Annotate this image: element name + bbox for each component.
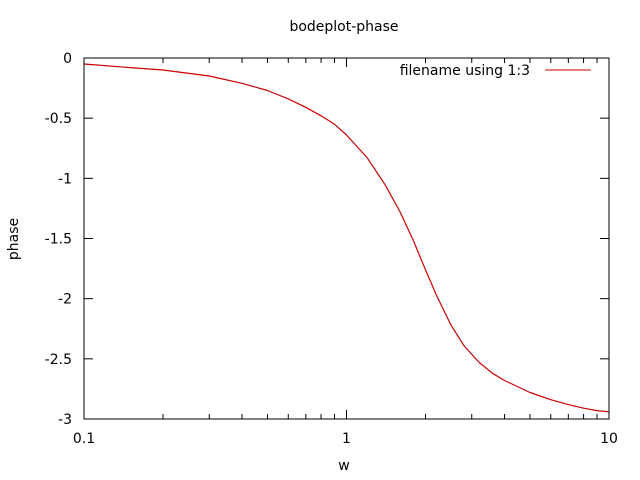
- axis-ticks: 0 -0.5 -1 -1.5 -2 -2.5 -30.1 1 10: [45, 51, 618, 447]
- legend: filename using 1:3: [400, 63, 591, 79]
- x-tick-label: 1: [342, 431, 351, 447]
- y-tick-label: -1: [58, 171, 72, 187]
- series-line: [83, 63, 610, 413]
- series-layer: [83, 63, 610, 413]
- y-tick-label: 0: [63, 51, 72, 67]
- y-tick-label: -1.5: [45, 232, 72, 248]
- chart-title: bodeplot-phase: [289, 19, 398, 35]
- y-tick-label: -0.5: [45, 111, 72, 127]
- y-tick-label: -2: [58, 292, 72, 308]
- x-tick-label: 0.1: [73, 431, 95, 447]
- y-tick-label: -3: [58, 412, 72, 428]
- y-tick-label: -2.5: [45, 352, 72, 368]
- y-axis-label: phase: [6, 218, 22, 260]
- x-axis-label: w: [338, 458, 349, 474]
- plot-frame: [83, 57, 610, 420]
- x-tick-label: 10: [600, 431, 618, 447]
- legend-label: filename using 1:3: [400, 63, 530, 79]
